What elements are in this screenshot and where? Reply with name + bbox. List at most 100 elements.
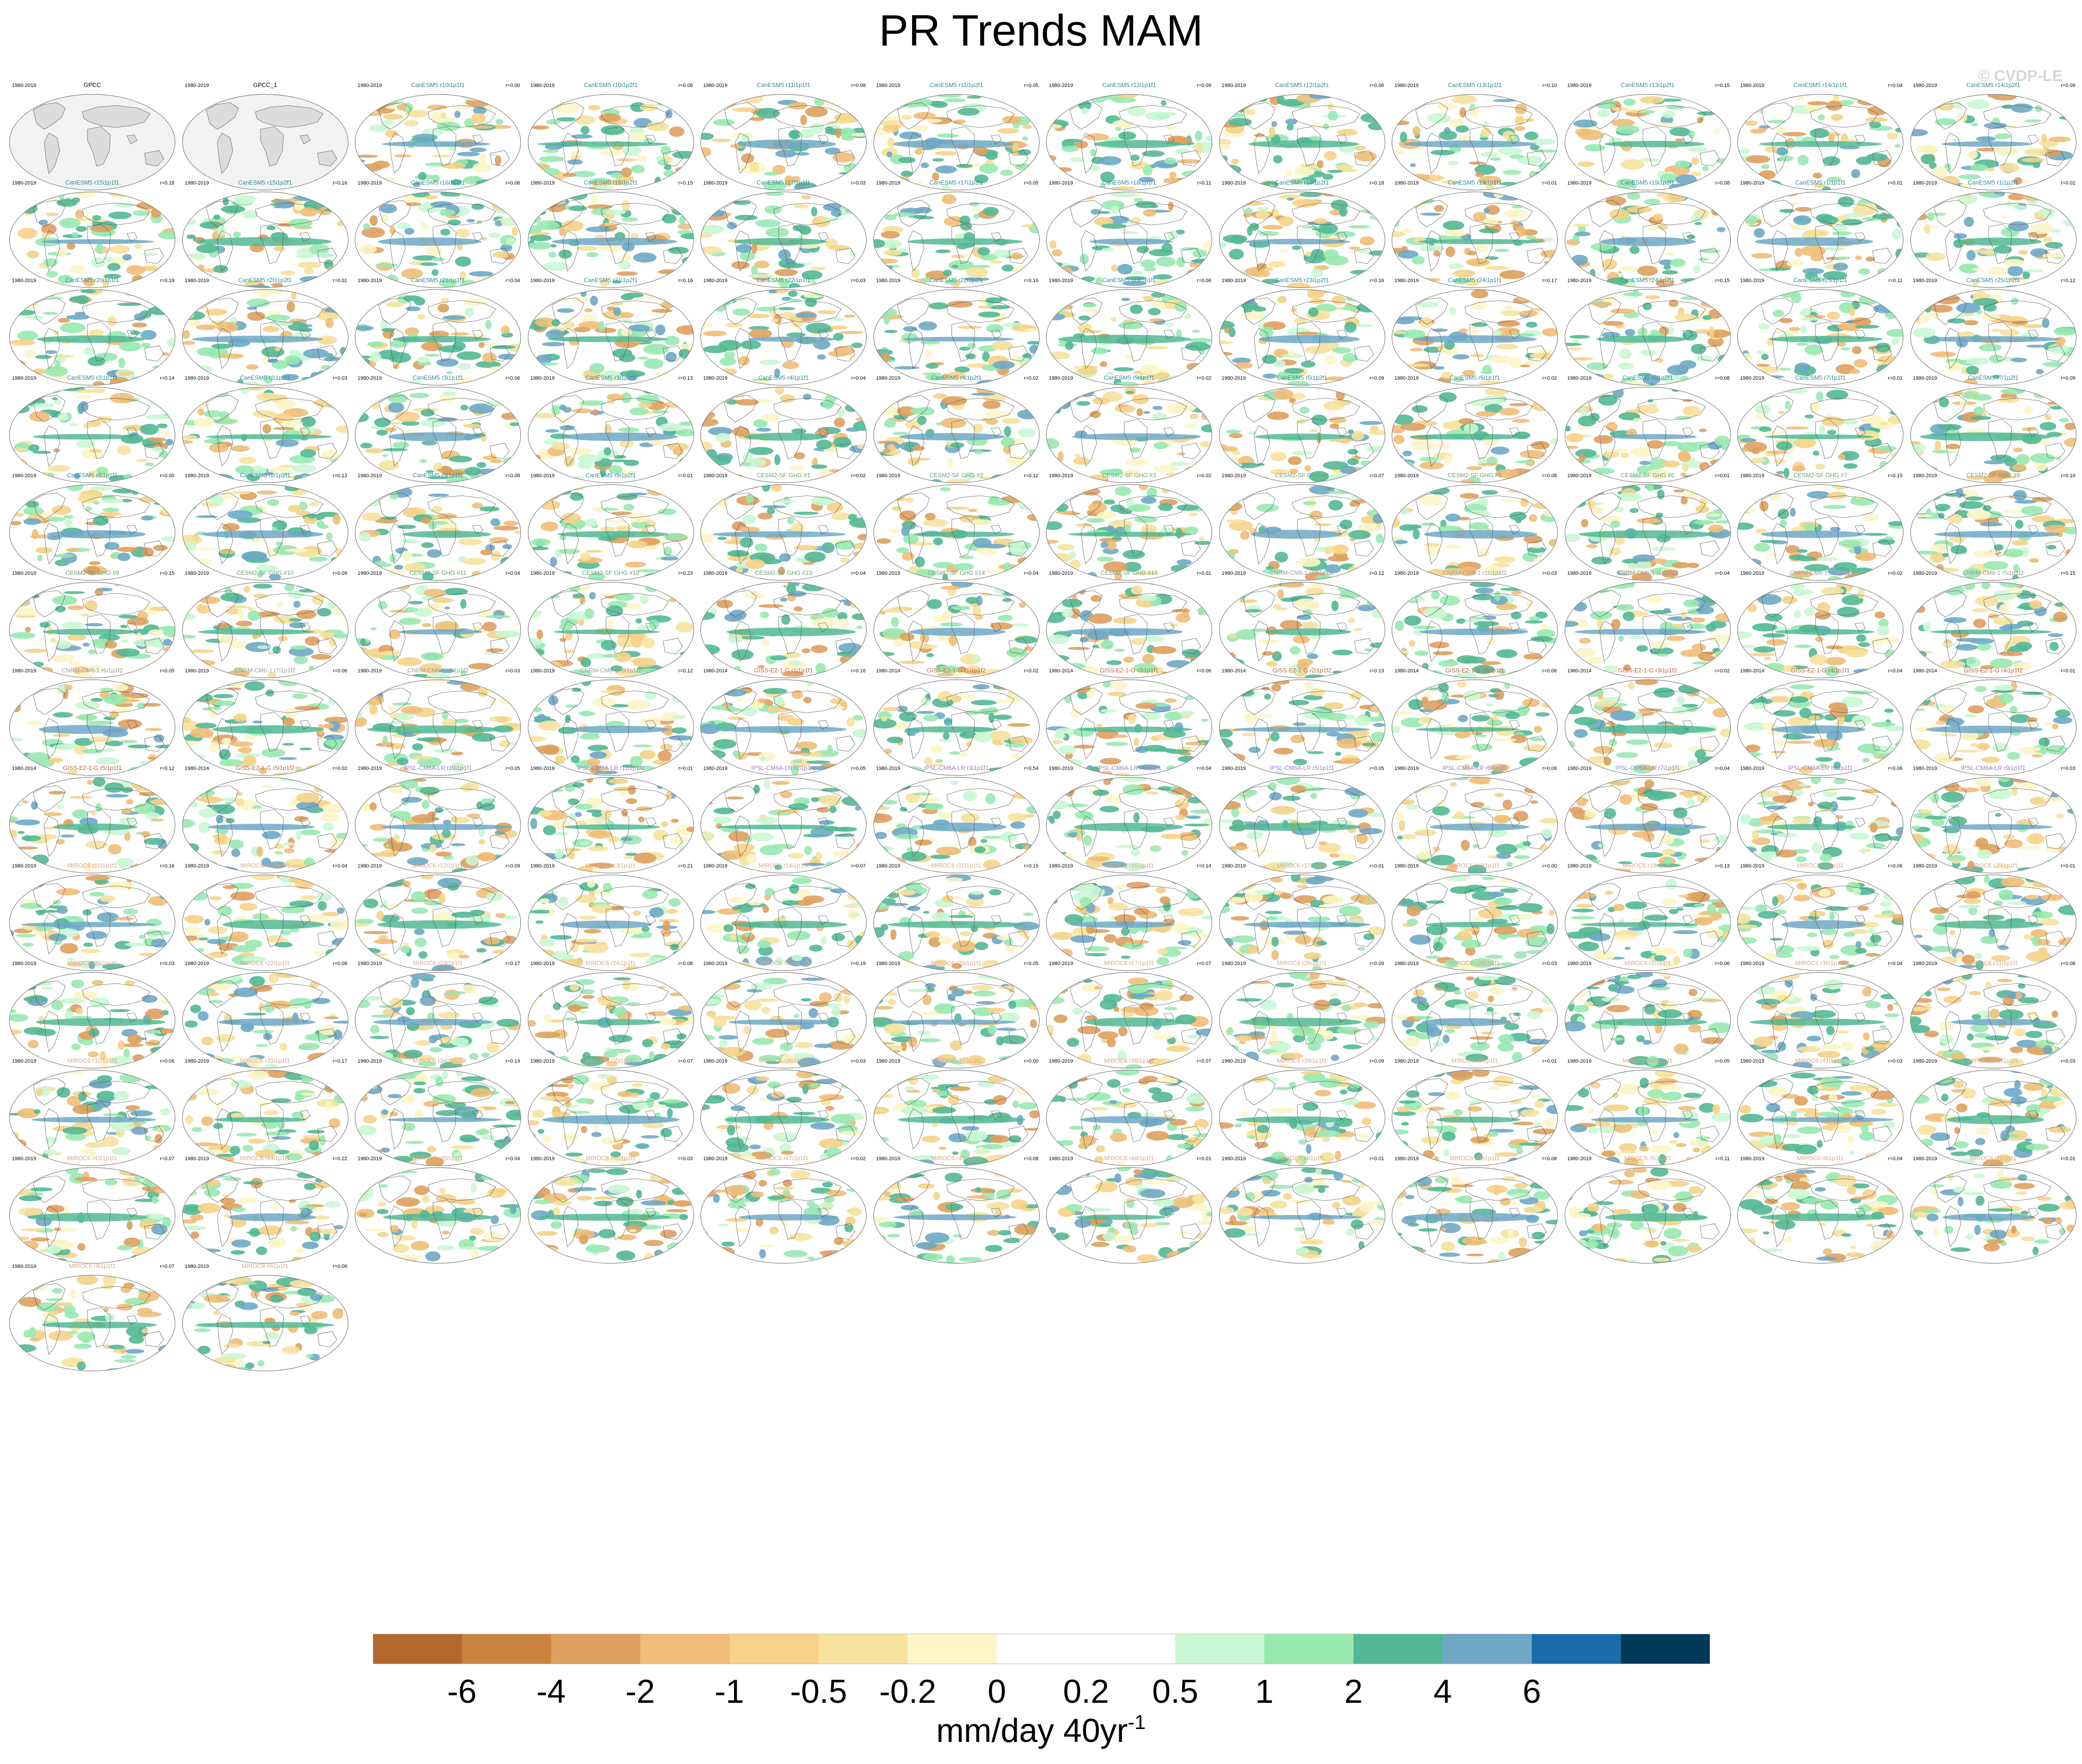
trend-patch (2015, 454, 2030, 465)
trend-patch (633, 252, 657, 263)
trend-patch (856, 444, 867, 449)
trend-patch (1435, 443, 1452, 449)
trend-patch (1937, 508, 1947, 512)
trend-patch (1257, 95, 1268, 102)
trend-patch (1891, 337, 1899, 346)
trend-patch (873, 294, 890, 305)
trend-patch (1759, 125, 1770, 129)
trend-patch (1951, 485, 1964, 488)
trend-patch (46, 213, 59, 216)
trend-patch (708, 209, 726, 217)
trend-patch (1778, 291, 1801, 298)
trend-patch (1342, 353, 1358, 363)
trend-patch (1332, 544, 1348, 555)
map-panel: 1980-2019 CanESM5 r1i1p2f1 r=0.02 (1908, 179, 2079, 294)
trend-patch (60, 322, 86, 333)
trend-patch (1107, 540, 1116, 550)
trend-patch (875, 494, 885, 500)
land-fill (217, 133, 233, 174)
trend-patch (628, 132, 647, 141)
trend-patch (951, 254, 966, 259)
trend-patch (899, 387, 906, 396)
trend-patch (1298, 557, 1321, 567)
trend-patch (775, 150, 797, 158)
trend-patch (1100, 541, 1108, 549)
trend-patch (325, 532, 332, 541)
trend-patch (273, 246, 285, 251)
trend-patch (1699, 249, 1720, 254)
trend-patch (791, 176, 801, 183)
trend-patch (1376, 94, 1383, 100)
trend-patch (1101, 223, 1127, 229)
trend-patch (839, 127, 856, 138)
coastline (946, 300, 1015, 323)
trend-patch (1883, 101, 1890, 109)
trend-patch (899, 248, 907, 252)
trend-patch (546, 119, 560, 125)
panel-correlation: r=0.16 (1024, 278, 1039, 283)
trend-patch (1292, 393, 1305, 400)
trend-patch (732, 308, 751, 316)
panel-title: CanESM5 r9i1p1f1 (412, 472, 463, 479)
map-panel: 1980-2019 CanESM5 r16i1p2f1 r=0.15 (525, 179, 697, 294)
trend-patch (835, 128, 841, 139)
trend-patch (814, 95, 825, 107)
trend-patch (589, 363, 605, 373)
trend-patch (252, 410, 277, 418)
trend-patch (1524, 131, 1538, 140)
trend-patch (592, 409, 598, 416)
trend-patch (485, 292, 497, 299)
trend-patch (482, 352, 497, 363)
trend-patch (148, 629, 163, 636)
trend-patch (1979, 522, 2003, 526)
trend-patch (1219, 550, 1235, 561)
trend-patch (1365, 396, 1378, 399)
trend-patch (1276, 95, 1284, 104)
trend-patch (210, 495, 224, 506)
map-panel: 1980-2019 CanESM5 r12i1p1f1 r=0.09 (1043, 81, 1215, 197)
panel-title: CanESM5 r5i1p1f1 (1104, 374, 1155, 381)
trend-patch (1886, 329, 1903, 337)
panel-map (354, 191, 521, 288)
trend-patch (1143, 209, 1157, 217)
trend-patch (1154, 442, 1168, 450)
trend-patch (1111, 186, 1135, 190)
coastline (1810, 105, 1879, 128)
trend-patch (1475, 245, 1489, 253)
trend-patch (1054, 106, 1063, 112)
trend-patch (1645, 295, 1660, 300)
trend-patch (778, 307, 795, 311)
panel-correlation: r=0.08 (851, 83, 866, 88)
trend-patch (787, 102, 808, 110)
trend-patch (741, 153, 754, 163)
trend-patch (366, 289, 385, 296)
coastline (2027, 134, 2039, 145)
trend-patch (261, 346, 284, 358)
trend-patch (925, 363, 939, 369)
trend-patch (1930, 351, 1956, 358)
equatorial-band (202, 530, 324, 538)
trend-patch (1198, 537, 1204, 541)
trend-patch (1435, 456, 1441, 463)
trend-patch (1614, 506, 1624, 513)
trend-patch (1139, 177, 1155, 182)
trend-patch (1397, 316, 1423, 321)
trend-patch (1360, 113, 1383, 123)
trend-patch (1256, 207, 1269, 211)
trend-patch (898, 156, 915, 163)
coastline (1469, 224, 1493, 264)
coastline (33, 200, 66, 227)
trend-patch (636, 155, 648, 162)
trend-patch (55, 640, 71, 649)
trend-patch (1565, 361, 1578, 372)
trend-patch (325, 318, 334, 328)
trend-patch (1400, 422, 1426, 431)
trend-patch (538, 156, 564, 162)
trend-patch (1090, 149, 1097, 156)
panel-correlation: r=0.02 (2061, 180, 2076, 186)
trend-patch (1166, 124, 1176, 130)
trend-patch (1565, 100, 1585, 103)
trend-patch (1769, 267, 1791, 271)
trend-patch (1372, 211, 1385, 220)
trend-patch (1586, 544, 1597, 549)
